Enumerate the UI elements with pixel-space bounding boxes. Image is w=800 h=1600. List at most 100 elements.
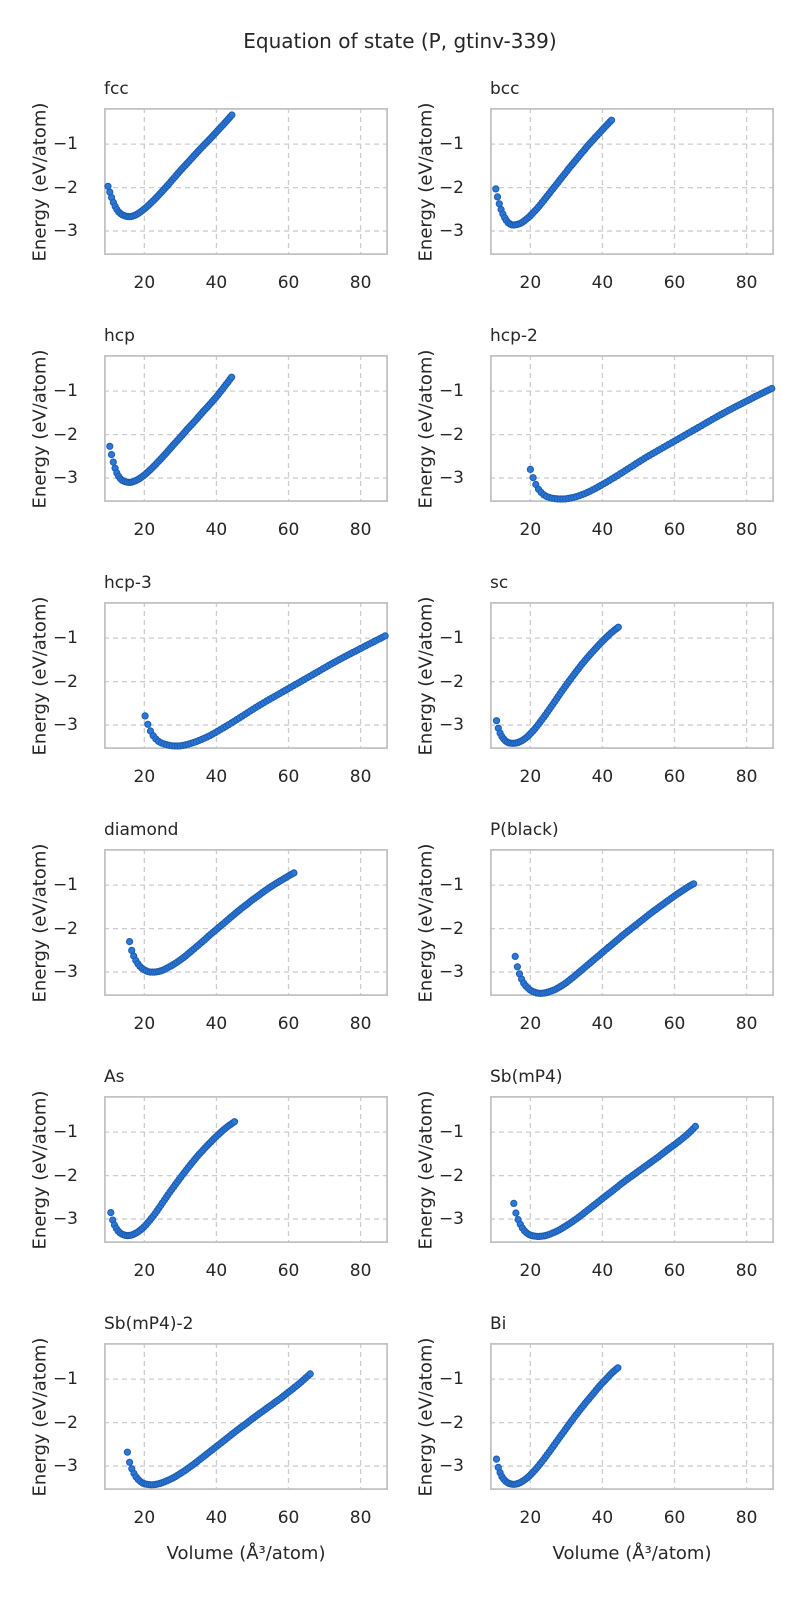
x-tick-label: 80 (349, 520, 372, 540)
data-point (492, 717, 501, 725)
y-tick-label: −1 (52, 1369, 78, 1390)
plot-area (103, 601, 389, 750)
data-point (526, 465, 535, 474)
data-point (513, 963, 521, 971)
data-point (768, 384, 776, 393)
data-point (306, 1370, 314, 1378)
data-point (141, 712, 149, 720)
data-point (614, 623, 622, 631)
x-tick-label: 60 (663, 273, 686, 293)
plot-area (489, 601, 775, 749)
y-tick-label: −1 (438, 381, 464, 402)
plot-area (489, 1342, 775, 1490)
x-tick-label: 60 (277, 1261, 300, 1281)
plot-area (103, 1095, 389, 1243)
x-tick-label: 80 (735, 1261, 758, 1281)
subplot-title: diamond (104, 820, 179, 840)
x-tick-label: 40 (205, 767, 228, 787)
x-tick-label: 20 (519, 1261, 542, 1281)
x-tick-label: 60 (663, 767, 686, 787)
data-point (511, 952, 519, 961)
x-tick-label: 40 (591, 767, 614, 787)
data-point (228, 111, 236, 119)
y-tick-label: −3 (52, 1456, 78, 1477)
data-point (691, 1122, 699, 1130)
y-tick-label: −1 (52, 134, 78, 155)
x-tick-label: 60 (663, 1261, 686, 1281)
plot-border (489, 848, 775, 996)
y-tick-label: −1 (438, 628, 464, 649)
x-tick-label: 60 (277, 273, 300, 293)
plot-border (489, 1095, 775, 1243)
x-tick-label: 80 (349, 1014, 372, 1034)
data-point (230, 1118, 239, 1126)
data-point (107, 1209, 115, 1217)
plot-border (103, 107, 389, 255)
data-point (126, 1458, 134, 1466)
x-tick-label: 80 (349, 1508, 372, 1528)
y-tick-label: −1 (52, 875, 78, 896)
plot-area (489, 1095, 775, 1243)
plot-border (489, 107, 775, 255)
x-tick-label: 80 (735, 767, 758, 787)
x-tick-label: 20 (519, 1014, 542, 1034)
x-tick-label: 60 (277, 1508, 300, 1528)
subplot-title: hcp-3 (104, 573, 152, 593)
y-tick-label: −2 (52, 177, 78, 198)
y-tick-label: −2 (52, 671, 78, 692)
plot-border (103, 601, 389, 749)
plot-area (103, 848, 389, 996)
y-tick-label: −1 (438, 875, 464, 896)
subplot-title: As (104, 1067, 125, 1087)
x-tick-label: 60 (277, 1014, 300, 1034)
data-point (144, 720, 152, 728)
x-tick-label: 20 (519, 767, 542, 787)
y-tick-label: −3 (438, 1209, 464, 1230)
y-tick-label: −2 (52, 1165, 78, 1186)
x-tick-label: 60 (663, 1014, 686, 1034)
x-tick-label: 40 (591, 1014, 614, 1034)
data-point (104, 182, 112, 190)
data-point (123, 1448, 131, 1456)
y-tick-label: −2 (438, 671, 464, 692)
x-tick-label: 40 (205, 273, 228, 293)
x-tick-label: 20 (519, 273, 542, 293)
plot-area (489, 107, 775, 255)
x-tick-label: 40 (591, 520, 614, 540)
y-tick-label: −3 (52, 468, 78, 489)
data-point (614, 1364, 622, 1372)
y-tick-label: −2 (52, 424, 78, 445)
data-point (607, 116, 616, 124)
y-tick-label: −3 (438, 1456, 464, 1477)
plot-area (103, 1342, 389, 1490)
x-tick-label: 80 (349, 1261, 372, 1281)
plot-border (489, 354, 775, 502)
x-tick-label: 40 (591, 1508, 614, 1528)
data-point (510, 1199, 518, 1208)
y-tick-label: −1 (438, 1122, 464, 1143)
x-axis-label: Volume (Å³/atom) (166, 1543, 326, 1564)
x-tick-label: 40 (591, 1261, 614, 1281)
x-tick-label: 80 (735, 273, 758, 293)
data-point (512, 1209, 520, 1217)
plot-area (103, 354, 389, 502)
subplot-title: bcc (490, 79, 520, 99)
y-tick-label: −3 (52, 221, 78, 242)
y-tick-label: −2 (438, 1165, 464, 1186)
data-point (690, 880, 698, 888)
x-tick-label: 80 (735, 1014, 758, 1034)
x-tick-label: 80 (735, 1508, 758, 1528)
subplot-title: sc (490, 573, 509, 593)
y-tick-label: −1 (438, 134, 464, 155)
x-tick-label: 20 (133, 520, 156, 540)
data-point (492, 185, 500, 193)
plot-border (103, 354, 389, 502)
data-point (381, 632, 389, 640)
data-point (529, 474, 537, 482)
y-tick-label: −2 (438, 1412, 464, 1433)
x-tick-label: 60 (277, 520, 300, 540)
y-tick-label: −3 (52, 715, 78, 736)
y-tick-label: −2 (52, 1412, 78, 1433)
subplot-title: P(black) (490, 820, 559, 840)
